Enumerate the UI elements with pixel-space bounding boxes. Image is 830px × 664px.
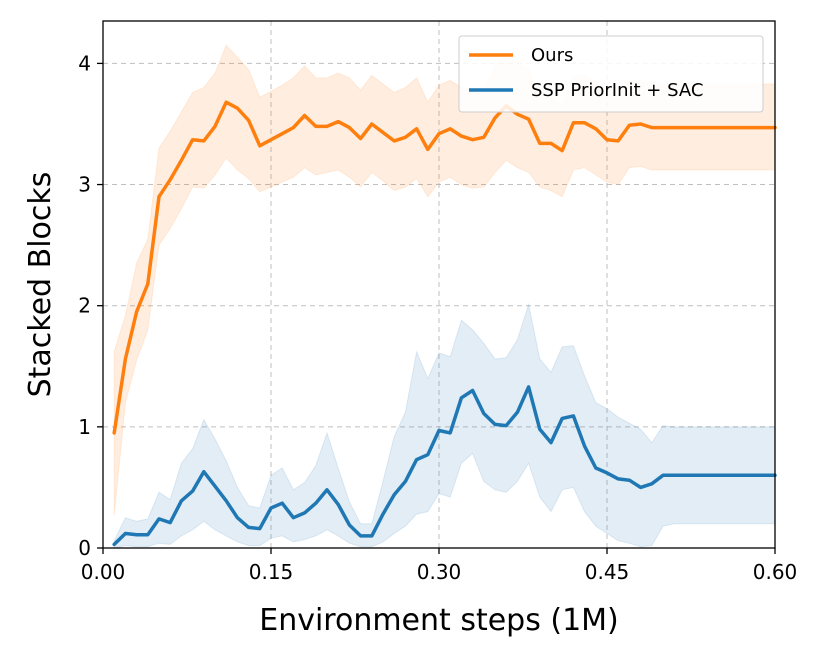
x-axis: 0.00 0.15 0.30 0.45 0.60 [81, 548, 798, 584]
series-lines [112, 100, 777, 547]
y-tick-label: 1 [78, 415, 91, 439]
grid [103, 21, 775, 548]
x-tick-label: 0.60 [753, 560, 798, 584]
x-tick-label: 0.45 [585, 560, 630, 584]
y-tick-label: 3 [78, 173, 91, 197]
x-tick-label: 0.30 [417, 560, 462, 584]
legend-box [458, 35, 764, 113]
y-axis: 0 1 2 3 4 [78, 51, 103, 560]
legend: Ours SSP PriorInit + SAC [458, 35, 764, 113]
x-axis-title: Environment steps (1M) [259, 603, 619, 638]
x-tick-label: 0.15 [249, 560, 294, 584]
y-tick-label: 2 [78, 294, 91, 318]
line-ssp-priorinit-sac [112, 385, 777, 547]
y-tick-label: 0 [78, 536, 91, 560]
band-ssp-priorinit-sac [113, 302, 776, 549]
line-ours [112, 100, 777, 435]
legend-label-ssp-priorinit-sac: SSP PriorInit + SAC [531, 80, 703, 101]
legend-label-ours: Ours [531, 45, 573, 66]
y-tick-label: 4 [78, 51, 91, 75]
x-tick-label: 0.00 [81, 560, 126, 584]
confidence-bands [113, 44, 776, 549]
y-axis-title: Stacked Blocks [23, 172, 58, 398]
